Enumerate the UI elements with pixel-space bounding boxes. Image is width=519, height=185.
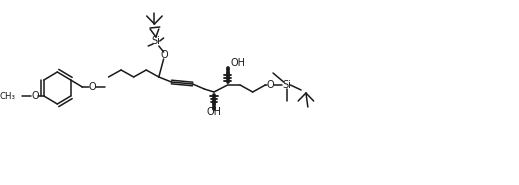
Text: CH₃: CH₃ bbox=[0, 92, 16, 100]
Text: Si: Si bbox=[152, 36, 160, 46]
Text: O: O bbox=[31, 91, 39, 101]
Text: OH: OH bbox=[207, 107, 222, 117]
Text: O: O bbox=[161, 50, 169, 60]
Text: O: O bbox=[266, 80, 274, 90]
Text: O: O bbox=[88, 82, 96, 92]
Text: OH: OH bbox=[230, 58, 245, 68]
Text: Si: Si bbox=[282, 80, 291, 90]
